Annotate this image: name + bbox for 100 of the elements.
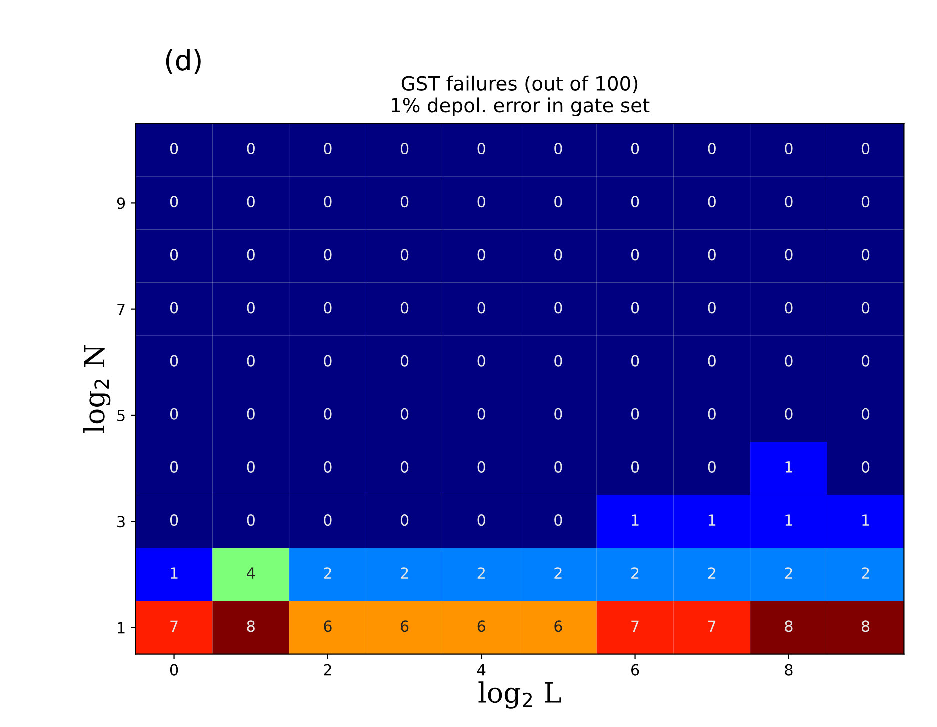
y-tick-label: 5: [118, 410, 125, 422]
chart-title: GST failures (out of 100): [402, 76, 638, 94]
data-label: 0: [708, 143, 716, 155]
data-label: 0: [554, 196, 562, 208]
y-axis-title: log$_{2}$ N: [83, 345, 111, 434]
data-label: 0: [478, 302, 486, 314]
data-label: 0: [862, 143, 870, 155]
data-label: 0: [554, 143, 562, 155]
x-tick-label: 8: [785, 664, 793, 676]
data-label: 7: [170, 620, 178, 632]
data-label: 8: [247, 620, 255, 632]
data-label: 4: [247, 568, 256, 579]
data-label: 0: [785, 196, 793, 208]
x-tick-label: 6: [631, 664, 640, 676]
data-label: 0: [324, 143, 332, 155]
data-label: 0: [554, 408, 562, 420]
data-label: 0: [400, 143, 409, 155]
data-label: 1: [786, 462, 792, 473]
data-label: 0: [247, 408, 255, 420]
data-label: 0: [478, 408, 486, 420]
data-label: 0: [478, 355, 486, 367]
data-label: 0: [785, 408, 793, 420]
data-label: 0: [247, 143, 255, 155]
data-label: 0: [554, 249, 562, 261]
data-label: 2: [862, 568, 870, 579]
data-label: 0: [247, 302, 255, 314]
y-tick-label: 3: [118, 516, 125, 528]
y-tick-label: 9: [117, 198, 126, 210]
data-label: 0: [170, 196, 178, 208]
data-label: 0: [785, 302, 793, 314]
data-label: 0: [554, 355, 562, 367]
data-label: 0: [478, 514, 486, 526]
y-tick-label: 7: [118, 304, 125, 316]
data-label: 0: [400, 355, 409, 367]
data-label: 0: [170, 249, 178, 261]
data-label: 0: [400, 461, 409, 473]
data-label: 0: [708, 355, 716, 367]
data-label: 1: [171, 568, 178, 579]
data-label: 0: [631, 355, 640, 367]
data-label: 7: [708, 620, 716, 632]
data-label: 0: [400, 514, 409, 526]
data-label: 8: [862, 620, 870, 632]
x-tick-label: 0: [170, 664, 178, 676]
data-label: 0: [324, 408, 332, 420]
x-axis-title: log$_{2}$ L: [478, 682, 562, 709]
data-label: 6: [478, 620, 486, 632]
data-label: 0: [554, 302, 562, 314]
data-label: 0: [862, 408, 870, 420]
data-label: 0: [170, 461, 178, 473]
x-tick-label: 4: [478, 664, 486, 676]
data-label: 0: [862, 196, 870, 208]
data-label: 0: [170, 143, 178, 155]
x-tick-label: 2: [324, 664, 332, 676]
data-label: 1: [632, 514, 639, 526]
data-label: 2: [554, 568, 562, 579]
data-label: 0: [478, 461, 486, 473]
data-label: 2: [324, 568, 332, 579]
data-label: 0: [631, 302, 640, 314]
data-label: 0: [324, 461, 332, 473]
data-label: 0: [785, 249, 793, 261]
data-label: 0: [247, 249, 255, 261]
data-label: 0: [862, 302, 870, 314]
data-label: 0: [324, 514, 332, 526]
data-label: 0: [400, 196, 409, 208]
data-label: 0: [324, 302, 332, 314]
data-label: 2: [401, 568, 408, 579]
data-label: 0: [554, 514, 562, 526]
data-label: 0: [478, 196, 486, 208]
data-label: 0: [170, 355, 178, 367]
data-label: 0: [631, 249, 640, 261]
data-label: 7: [632, 620, 639, 632]
data-label: 2: [632, 568, 639, 579]
data-label: 0: [862, 249, 870, 261]
data-label: 1: [862, 514, 870, 526]
data-label: 0: [247, 461, 255, 473]
chart-subtitle: 1% depol. error in gate set: [392, 98, 650, 117]
data-label: 0: [170, 408, 178, 420]
data-label: 0: [631, 408, 640, 420]
data-label: 0: [785, 143, 793, 155]
data-label: 0: [708, 302, 716, 314]
data-label: 0: [400, 302, 409, 314]
data-label: 0: [400, 249, 409, 261]
data-label: 0: [247, 514, 255, 526]
y-tick-label: 1: [118, 622, 125, 634]
data-label: 0: [631, 143, 640, 155]
data-label: 2: [785, 568, 792, 579]
data-label: 2: [478, 568, 485, 579]
data-label: 0: [862, 355, 870, 367]
data-label: 0: [400, 408, 409, 420]
data-label: 0: [170, 514, 178, 526]
data-label: 0: [324, 355, 332, 367]
data-label: 0: [247, 196, 255, 208]
data-label: 0: [478, 143, 486, 155]
data-label: 6: [400, 620, 409, 632]
text: (d): [166, 49, 201, 74]
data-label: 0: [478, 249, 486, 261]
data-label: 1: [786, 514, 792, 526]
data-label: 0: [708, 461, 716, 473]
data-label: 2: [708, 568, 716, 579]
data-label: 8: [785, 620, 793, 632]
